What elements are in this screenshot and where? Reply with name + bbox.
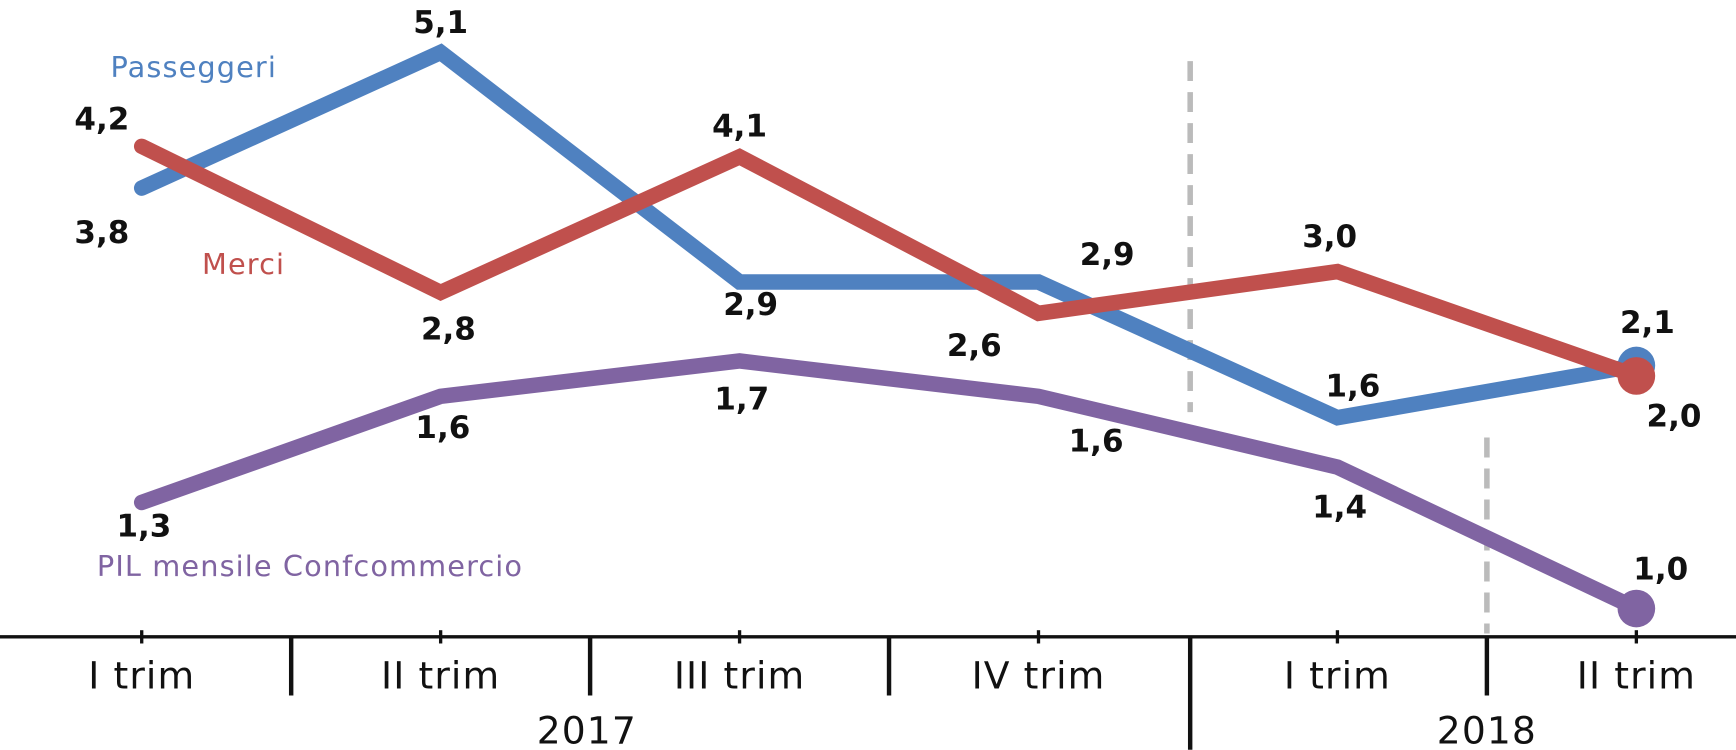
series-label: Merci — [202, 247, 285, 281]
value-label: 2,1 — [1620, 305, 1675, 341]
series-line — [133, 43, 1645, 426]
value-label: 4,1 — [712, 108, 767, 144]
series-line — [133, 353, 1645, 617]
value-label: 1,6 — [1325, 368, 1380, 404]
end-marker — [1617, 589, 1656, 628]
x-tick-label: I trim — [1284, 653, 1391, 697]
value-label: 1,4 — [1312, 490, 1367, 526]
value-label: 2,8 — [421, 312, 476, 348]
value-label: 2,6 — [947, 328, 1002, 364]
value-label: 4,2 — [74, 101, 129, 137]
series-label: PIL mensile Confcommercio — [97, 549, 523, 583]
series-line — [133, 138, 1645, 384]
x-tick-label: II trim — [1577, 653, 1696, 697]
year-label: 2018 — [1437, 709, 1537, 750]
series-label: Passeggeri — [111, 50, 277, 84]
value-label: 3,8 — [74, 215, 129, 251]
value-label: 5,1 — [413, 5, 468, 41]
value-label: 3,0 — [1302, 219, 1357, 255]
x-tick-label: IV trim — [972, 653, 1106, 697]
value-label: 1,6 — [415, 410, 470, 446]
x-tick-label: I trim — [88, 653, 195, 697]
value-label: 1,6 — [1069, 423, 1124, 459]
end-marker — [1617, 357, 1656, 395]
separators — [288, 636, 1490, 750]
x-tick-label: II trim — [381, 653, 500, 697]
value-label: 2,9 — [723, 287, 778, 323]
value-label: 2,0 — [1647, 399, 1702, 435]
value-label: 2,9 — [1080, 237, 1135, 273]
year-label: 2017 — [537, 709, 637, 750]
value-label: 1,7 — [714, 381, 769, 417]
x-tick-label: III trim — [674, 653, 805, 697]
value-label: 1,3 — [116, 508, 171, 544]
value-label: 1,0 — [1633, 551, 1688, 587]
